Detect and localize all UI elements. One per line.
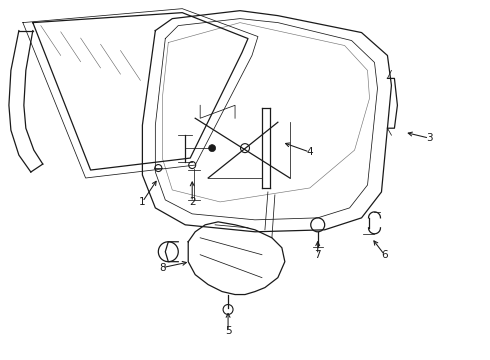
Text: 5: 5 — [225, 327, 231, 336]
Text: 8: 8 — [159, 263, 166, 273]
Text: 6: 6 — [381, 250, 388, 260]
Text: 7: 7 — [315, 250, 321, 260]
Text: 3: 3 — [426, 133, 433, 143]
Circle shape — [209, 145, 216, 152]
Text: 1: 1 — [139, 197, 146, 207]
Text: 4: 4 — [306, 147, 313, 157]
Text: 2: 2 — [189, 197, 196, 207]
